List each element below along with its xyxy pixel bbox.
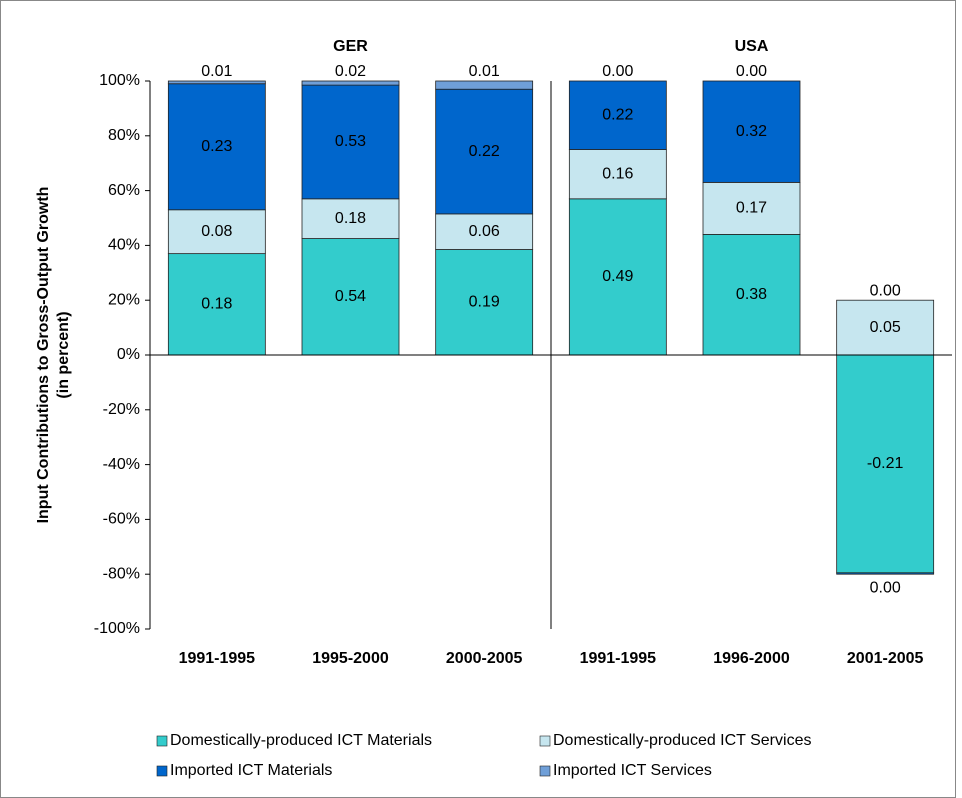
- legend-label: Domestically-produced ICT Materials: [170, 732, 432, 749]
- data-label: 0.18: [201, 296, 232, 313]
- data-label: 0.49: [602, 268, 633, 285]
- data-label: 0.53: [335, 133, 366, 150]
- y-tick-label: -80%: [103, 565, 140, 582]
- legend-label: Imported ICT Materials: [170, 762, 332, 779]
- bar-segment: [301, 198, 400, 239]
- y-tick-label: -40%: [103, 456, 140, 473]
- data-label: 0.00: [870, 579, 901, 596]
- data-label: 0.00: [870, 282, 901, 299]
- data-label: 0.19: [469, 293, 500, 310]
- y-tick-label: -20%: [103, 401, 140, 418]
- y-axis-title: Input Contributions to Gross-Output Grow…: [35, 187, 52, 524]
- y-tick-label: -60%: [103, 511, 140, 528]
- bar-segment: [435, 88, 534, 215]
- legend-swatch: [539, 765, 551, 777]
- bar-segment: [301, 84, 400, 200]
- data-label: 0.22: [469, 143, 500, 160]
- data-label: 0.05: [870, 319, 901, 336]
- legend-swatch: [156, 735, 168, 747]
- y-tick-label: 20%: [108, 291, 140, 308]
- x-tick-label: 1991-1995: [179, 650, 256, 667]
- bar-segment: [702, 80, 801, 183]
- bar-segment: [435, 249, 534, 356]
- bar-segment: [702, 234, 801, 356]
- data-label: 0.38: [736, 286, 767, 303]
- data-label: 0.18: [335, 210, 366, 227]
- data-label: 0.00: [736, 63, 767, 80]
- y-tick-label: 80%: [108, 127, 140, 144]
- data-label: 0.23: [201, 138, 232, 155]
- bar-segment: [836, 354, 935, 574]
- bar-segment: [702, 181, 801, 235]
- legend-swatch: [539, 735, 551, 747]
- bar-segment: [568, 198, 667, 356]
- y-tick-label: -100%: [94, 620, 140, 637]
- data-label: 0.54: [335, 288, 366, 305]
- legend-label: Imported ICT Services: [553, 762, 712, 779]
- bar-segment: [568, 149, 667, 200]
- x-tick-label: 1996-2000: [713, 650, 790, 667]
- data-label: 0.06: [469, 223, 500, 240]
- y-axis-title: (in percent): [55, 311, 72, 398]
- x-tick-label: 1991-1995: [580, 650, 657, 667]
- x-tick-label: 2000-2005: [446, 650, 523, 667]
- legend-swatch: [156, 765, 168, 777]
- legend-label: Domestically-produced ICT Services: [553, 732, 811, 749]
- data-label: 0.01: [469, 63, 500, 80]
- x-tick-label: 2001-2005: [847, 650, 924, 667]
- bar-segment: [167, 253, 266, 356]
- x-tick-label: 1995-2000: [312, 650, 389, 667]
- bar-segment: [836, 572, 935, 575]
- y-tick-label: 40%: [108, 237, 140, 254]
- data-label: 0.01: [201, 63, 232, 80]
- bar-segment: [301, 80, 400, 86]
- data-label: 0.02: [335, 63, 366, 80]
- bar-segment: [167, 80, 266, 85]
- y-tick-label: 0%: [117, 346, 140, 363]
- data-label: 0.16: [602, 165, 633, 182]
- data-label: -0.21: [867, 455, 904, 472]
- bar-segment: [435, 80, 534, 90]
- data-label: 0.32: [736, 123, 767, 140]
- bar-segment: [568, 80, 667, 150]
- data-label: 0.22: [602, 106, 633, 123]
- bar-segment: [836, 299, 935, 356]
- group-label: USA: [735, 38, 769, 55]
- y-tick-label: 100%: [99, 72, 140, 89]
- bar-segment: [301, 238, 400, 356]
- data-label: 0.17: [736, 200, 767, 217]
- y-tick-label: 60%: [108, 182, 140, 199]
- data-label: 0.00: [602, 63, 633, 80]
- group-label: GER: [333, 38, 368, 55]
- data-label: 0.08: [201, 223, 232, 240]
